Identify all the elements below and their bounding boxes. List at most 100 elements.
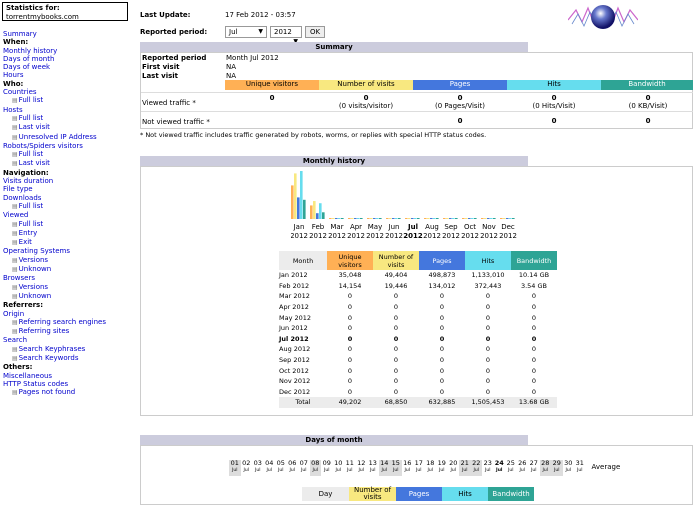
viewed-visits-value: 0 [363, 94, 369, 102]
table-cell: 0 [485, 334, 491, 343]
menu-sub-37[interactable]: ▤Search Keywords [3, 354, 131, 363]
bar-number-of-visits-sep [446, 218, 449, 219]
menu-sub-23[interactable]: ▤Entry [3, 229, 131, 238]
table-row: Sep 2012 0 0 0 0 0 [279, 355, 557, 366]
menu-sub-26[interactable]: ▤Versions [3, 256, 131, 265]
day-month: Jul [278, 468, 284, 473]
day-month: Jul [531, 468, 537, 473]
col-header: Pages [419, 251, 465, 270]
table-row: Apr 2012 0 0 0 0 0 [279, 302, 557, 313]
bar-unique-visitors-nov [481, 218, 484, 219]
day-label: 10 Jul [333, 460, 345, 476]
ok-button[interactable]: OK [305, 25, 326, 38]
menu-a-3[interactable]: Days of month [3, 54, 55, 63]
day-month: Jul [289, 468, 295, 473]
day-month: Jul [335, 468, 341, 473]
year-select[interactable]: 2012 ▼ [270, 25, 302, 45]
menu-sub-27[interactable]: ▤Unknown [3, 265, 131, 274]
menu-sub-22[interactable]: ▤Full list [3, 220, 131, 229]
menu-a-2[interactable]: Monthly history [3, 46, 58, 55]
bar-pages-may [373, 218, 376, 219]
day-month: Jul [381, 468, 387, 473]
menu-a-25[interactable]: Operating Systems [3, 247, 70, 256]
menu-sub-11[interactable]: ▤Last visit [3, 123, 131, 132]
menu-a-4[interactable]: Days of week [3, 63, 51, 72]
table-cell: 0 [485, 377, 491, 386]
table-cell: Apr 2012 [279, 303, 309, 312]
menu-a-40[interactable]: HTTP Status codes [3, 379, 69, 388]
table-cell: 0 [347, 387, 353, 396]
summary-info: Reported period Month Jul 2012 First visi… [142, 54, 279, 81]
menu-a-32[interactable]: Origin [3, 309, 25, 318]
bar-pages-apr [354, 218, 357, 219]
summary-title: Summary [140, 42, 528, 52]
bar-number-of-visits-aug [427, 218, 430, 219]
menu-a-13[interactable]: Robots/Spiders visitors [3, 141, 83, 150]
menu-a-5[interactable]: Hours [3, 71, 24, 80]
menu-sub-12[interactable]: ▤Unresolved IP Address [3, 133, 131, 142]
bar-pages-mar [335, 218, 338, 219]
menu-sub-29[interactable]: ▤Versions [3, 283, 131, 292]
col-header: Hits [465, 251, 511, 270]
year-value: 2012 [274, 27, 292, 36]
menu-a-17[interactable]: Visits duration [3, 177, 54, 186]
menu-a-9[interactable]: Hosts [3, 105, 23, 114]
table-cell: 0 [531, 377, 537, 386]
menu-a-35[interactable]: Search [3, 336, 28, 345]
table-cell: 0 [347, 345, 353, 354]
day-number: 28 [541, 459, 550, 467]
menu-sub-20[interactable]: ▤Full list [3, 202, 131, 211]
reported-period-value: Month Jul 2012 [226, 54, 279, 62]
table-cell: 0 [393, 313, 399, 322]
days-axis: 01 Jul 02 Jul 03 Jul 04 Jul 05 Jul 06 Jul 07 Jul 08 Jul… [229, 460, 620, 476]
table-cell: 0 [439, 377, 445, 386]
month-select[interactable]: Jul ▼ [225, 25, 267, 38]
table-cell: 10.14 GB [518, 271, 550, 280]
menu-a-7[interactable]: Countries [3, 88, 37, 97]
month-value: Jul [229, 27, 238, 36]
menu-sub-14[interactable]: ▤Full list [3, 150, 131, 159]
day-number: 30 [564, 459, 573, 467]
menu-sub-41[interactable]: ▤Pages not found [3, 388, 131, 397]
not-viewed-bandwidth-value: 0 [645, 117, 651, 125]
list-bullet-icon: ▤ [12, 256, 18, 264]
year-tick-label: 2012 [403, 232, 423, 240]
day-month: Jul [462, 468, 468, 473]
table-cell: 0 [439, 366, 445, 375]
table-row: Feb 2012 14,154 19,446 134,012 372,443 3.54 G… [279, 281, 557, 292]
menu-sub-24[interactable]: ▤Exit [3, 238, 131, 247]
menu-sub-30[interactable]: ▤Unknown [3, 292, 131, 301]
table-cell: 19,446 [384, 281, 408, 290]
bar-number-of-visits-nov [484, 218, 487, 219]
bar-bandwidth-sep [455, 218, 458, 219]
total-cell: 1,505,453 [465, 397, 511, 408]
menu-sub-8[interactable]: ▤Full list [3, 96, 131, 105]
day-header: Day [302, 487, 349, 501]
menu-sub-15[interactable]: ▤Last visit [3, 159, 131, 168]
menu-sub-34[interactable]: ▤Referring sites [3, 327, 131, 336]
not-viewed-row: Not viewed traffic * [141, 111, 693, 129]
menu-sub-33[interactable]: ▤Referring search engines [3, 318, 131, 327]
table-cell: 0 [531, 366, 537, 375]
viewed-hits-ratio: (0 Hits/Visit) [532, 102, 576, 110]
table-cell: 134,012 [428, 281, 456, 290]
day-month: Jul [301, 468, 307, 473]
menu-sub-36[interactable]: ▤Search Keyphrases [3, 345, 131, 354]
day-label: 29 Jul [551, 460, 563, 476]
table-cell: 0 [485, 303, 491, 312]
menu-a-0[interactable]: Summary [3, 30, 37, 38]
monthly-history-panel: Jan 2012 Feb 2012 Mar 2012 Apr 2012 May 2012 Jun 20… [140, 166, 693, 416]
menu-a-39[interactable]: Miscellaneous [3, 371, 53, 380]
day-label: 17 Jul [413, 460, 425, 476]
total-cell: 13.68 GB [511, 397, 557, 408]
menu-a-21[interactable]: Viewed [3, 211, 29, 220]
day-number: 08 [311, 459, 320, 467]
menu-a-19[interactable]: Downloads [3, 193, 42, 202]
menu-a-18[interactable]: File type [3, 185, 33, 194]
day-month: Jul [577, 468, 583, 473]
table-cell: 0 [485, 366, 491, 375]
table-cell: 0 [439, 387, 445, 396]
menu-sub-10[interactable]: ▤Full list [3, 114, 131, 123]
menu-a-28[interactable]: Browsers [3, 274, 36, 283]
viewed-bandwidth-ratio: (0 KB/Visit) [628, 102, 668, 110]
